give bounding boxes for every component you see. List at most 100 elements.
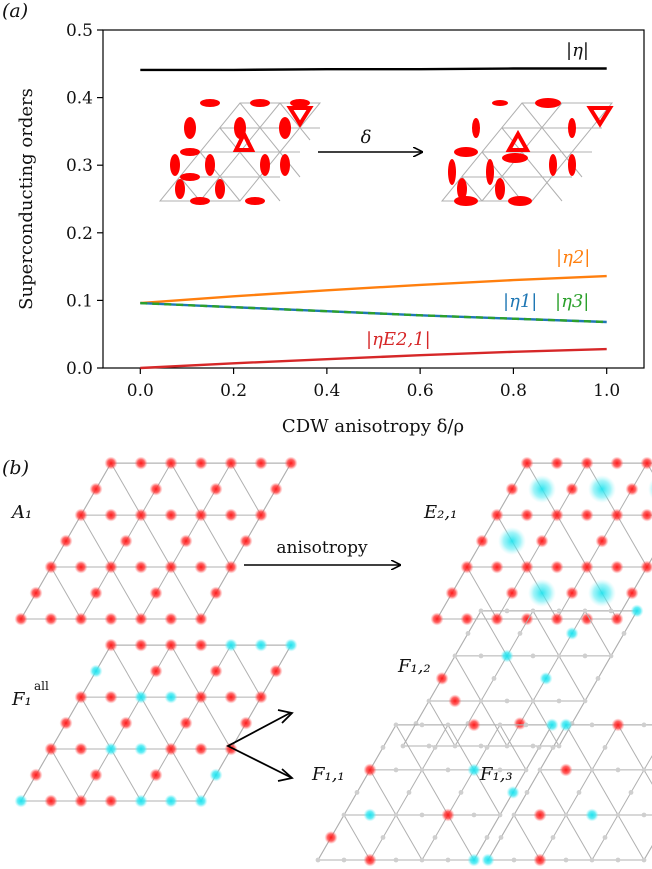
lattice-site	[239, 716, 253, 730]
series-label-eta3: |η3|	[555, 291, 589, 312]
lattice-site	[435, 671, 449, 685]
lattice-site	[589, 722, 595, 728]
inset-lattice-before	[158, 99, 322, 205]
lattice-site	[426, 743, 432, 749]
lattice-site	[224, 560, 238, 574]
lattice-site	[610, 508, 624, 522]
lattice-site	[194, 560, 208, 574]
lattice-site	[89, 482, 103, 496]
lattice-site	[582, 653, 588, 659]
lattice-site	[610, 612, 624, 626]
series-line-1	[140, 274, 607, 305]
x-tick-label: 0.4	[313, 381, 340, 401]
y-tick-label: 0.5	[66, 21, 93, 41]
lattice-site	[209, 664, 223, 678]
lattice-site	[164, 638, 178, 652]
lattice-site	[29, 586, 43, 600]
lattice-site	[478, 608, 484, 614]
lattice-site	[520, 612, 534, 626]
lattice-site	[550, 612, 564, 626]
hexagon-weight	[588, 579, 616, 608]
lattice-site	[460, 612, 474, 626]
lattice-site	[89, 586, 103, 600]
lattice-site	[393, 722, 399, 728]
lattice-site	[74, 794, 88, 808]
lattice-site	[465, 631, 471, 636]
lattice-site	[14, 612, 28, 626]
lattice-site	[164, 508, 178, 522]
lattice-site	[448, 694, 462, 708]
lattice-site	[536, 745, 542, 750]
split-arrow	[226, 712, 293, 779]
lattice-site	[467, 718, 481, 732]
lattice-site	[104, 794, 118, 808]
lattice-site	[134, 612, 148, 626]
lattice-site	[393, 767, 399, 773]
lattice-site	[458, 790, 464, 795]
lattice-site	[504, 698, 510, 704]
panel-a-label: (a)	[2, 0, 28, 22]
x-tick-label: 1.0	[593, 381, 620, 401]
lattice-site	[284, 638, 298, 652]
lattice-site	[209, 768, 223, 782]
lattice-site	[254, 638, 268, 652]
label-F11: F₁,₁	[311, 764, 345, 785]
lattice-site	[104, 456, 118, 470]
lattice-site	[641, 812, 647, 818]
y-tick-label: 0.3	[66, 156, 93, 176]
lattice-site	[104, 638, 118, 652]
lattice-site	[582, 698, 588, 704]
lattice-site	[582, 608, 588, 614]
lattice-site	[134, 690, 148, 704]
lattice-site	[441, 808, 455, 822]
lattice-site	[615, 857, 621, 863]
lattice-site	[478, 698, 484, 704]
x-axis: 0.0 0.2 0.4 0.6 0.8 1.0	[127, 368, 620, 401]
lattice-site	[134, 560, 148, 574]
split-arrow-head-down	[277, 768, 294, 782]
lattice-site	[29, 768, 43, 782]
lattice-bond	[565, 724, 645, 861]
label-F1all-superscript: all	[34, 679, 49, 693]
lattice-site	[484, 835, 490, 840]
lattice-E21	[430, 456, 652, 626]
lattice-site	[194, 638, 208, 652]
lattice-site	[520, 560, 534, 574]
lattice-site	[406, 790, 412, 795]
lattice-A1	[14, 456, 298, 626]
lattice-site	[445, 722, 451, 728]
series-label-eta2: |η2|	[556, 247, 590, 268]
lattice-site	[505, 586, 519, 600]
lattice-site	[523, 767, 529, 773]
lattice-site	[537, 767, 543, 773]
lattice-site	[481, 853, 495, 867]
lattice-site	[89, 768, 103, 782]
lattice-site	[556, 653, 562, 659]
lattice-site	[59, 716, 73, 730]
lattice-site	[595, 676, 601, 681]
lattice-site	[445, 857, 451, 863]
lattice-site	[432, 745, 438, 750]
lattice-site	[254, 508, 268, 522]
lattice-site	[641, 722, 647, 728]
series-group	[140, 67, 607, 370]
lattice-site	[44, 612, 58, 626]
lattice-site	[149, 586, 163, 600]
lattice-site	[491, 676, 497, 681]
lattice-site	[563, 812, 569, 818]
hexagon-weight	[648, 479, 652, 499]
y-tick-label: 0.1	[66, 291, 93, 311]
lattice-site	[89, 664, 103, 678]
lattice-site	[380, 745, 386, 750]
lattice-bond	[110, 462, 202, 620]
lattice-site	[556, 698, 562, 704]
lattice-site	[104, 742, 118, 756]
lattice-bond	[513, 814, 541, 861]
lattice-site	[478, 743, 484, 749]
label-E21: E₂,₁	[423, 502, 457, 523]
lattice-site	[580, 612, 594, 626]
hexagon-weight	[528, 475, 556, 504]
lattice-site	[621, 631, 627, 636]
split-arrow-head-up	[277, 709, 294, 724]
lattice-bond	[110, 644, 202, 802]
